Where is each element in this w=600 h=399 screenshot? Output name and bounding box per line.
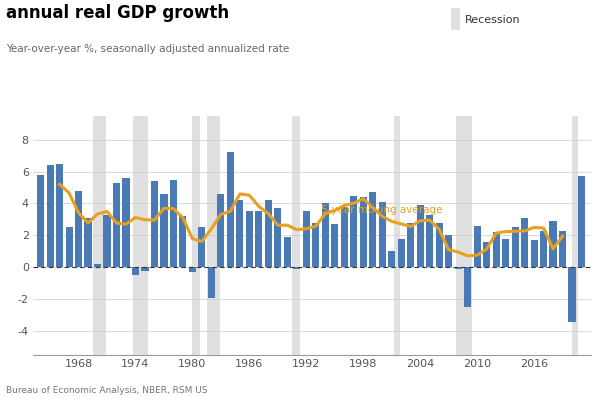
Bar [416,205,424,267]
Bar [217,194,224,267]
Bar [170,180,177,267]
Bar [236,200,244,267]
Bar [394,116,400,355]
Text: Recession: Recession [465,15,521,25]
Bar [193,116,200,355]
Bar [455,267,462,269]
Bar [512,227,518,267]
Bar [292,116,299,355]
Bar [436,223,443,267]
Bar [445,235,452,267]
Bar [426,215,433,267]
Bar [322,203,329,267]
Bar [208,267,215,298]
Bar [473,226,481,267]
Bar [56,164,63,267]
Bar [331,224,338,267]
Bar [303,211,310,267]
Bar [199,227,205,267]
Bar [312,223,319,267]
Bar [160,194,167,267]
Text: 5-year moving average: 5-year moving average [320,205,442,215]
Bar [103,215,110,267]
Bar [133,116,148,355]
Bar [483,242,490,267]
Bar [85,218,92,267]
Bar [502,239,509,267]
Bar [530,240,538,267]
Bar [550,221,557,267]
Bar [47,165,53,267]
Bar [179,216,187,267]
Text: annual real GDP growth: annual real GDP growth [6,4,229,22]
Bar [93,116,106,355]
Bar [246,211,253,267]
Bar [456,116,472,355]
Bar [113,183,120,267]
Bar [75,191,82,267]
Bar [407,223,414,267]
Bar [293,267,301,269]
Bar [521,218,528,267]
Bar [132,267,139,275]
Bar [37,175,44,267]
Bar [398,239,405,267]
Bar [572,116,578,355]
Bar [578,176,585,267]
Bar [284,237,291,267]
Bar [540,231,547,267]
Bar [65,227,73,267]
Bar [94,264,101,267]
Bar [379,202,386,267]
Bar [568,267,575,322]
Bar [227,152,234,267]
Bar [142,267,149,271]
Bar [341,207,348,267]
Bar [255,211,262,267]
Bar [122,178,130,267]
Text: Year-over-year %, seasonally adjusted annualized rate: Year-over-year %, seasonally adjusted an… [6,44,289,54]
Bar [206,116,220,355]
Bar [350,196,358,267]
Bar [559,231,566,267]
Bar [189,267,196,272]
Bar [151,181,158,267]
Bar [359,197,367,267]
Bar [369,192,376,267]
Bar [493,232,500,267]
Bar [274,208,281,267]
Bar [388,251,395,267]
Text: Bureau of Economic Analysis, NBER, RSM US: Bureau of Economic Analysis, NBER, RSM U… [6,386,208,395]
Bar [265,200,272,267]
Bar [464,267,471,307]
